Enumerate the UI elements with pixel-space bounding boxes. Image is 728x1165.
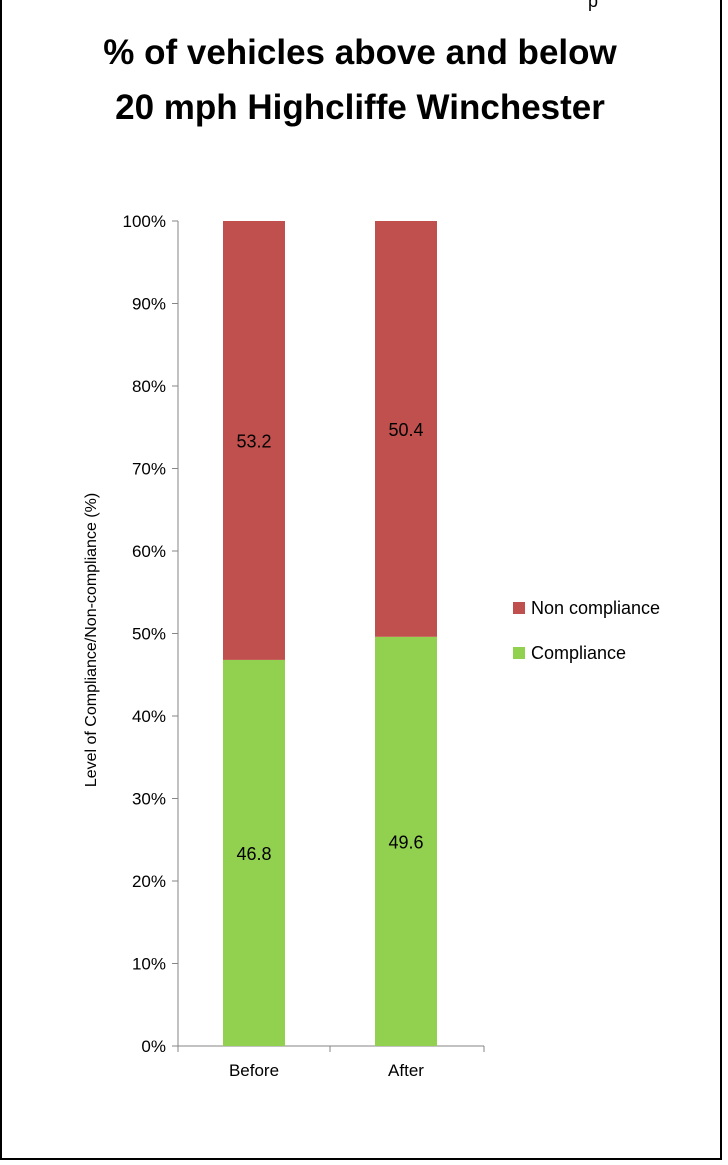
data-label: 50.4 [388, 420, 423, 440]
y-tick-label: 70% [132, 460, 166, 479]
bar-compliance-before [223, 659, 285, 1046]
y-tick-label: 50% [132, 625, 166, 644]
y-tick-label: 10% [132, 955, 166, 974]
bar-non-compliance-after [375, 221, 437, 637]
legend-label: Compliance [531, 643, 626, 663]
y-tick-label: 90% [132, 295, 166, 314]
cut-off-caption: p [588, 0, 599, 11]
y-tick-label: 30% [132, 790, 166, 809]
y-tick-label: 0% [141, 1037, 166, 1056]
y-axis-label: Level of Compliance/Non-compliance (%) [83, 493, 100, 787]
y-tick-label: 40% [132, 707, 166, 726]
bar-compliance-after [375, 636, 437, 1046]
y-tick-label: 100% [123, 212, 166, 231]
y-tick-label: 80% [132, 377, 166, 396]
data-label: 46.8 [236, 844, 271, 864]
y-tick-label: 20% [132, 872, 166, 891]
chart-title-line-1: % of vehicles above and below [103, 33, 617, 72]
legend-label: Non compliance [531, 598, 660, 618]
data-label: 49.6 [388, 832, 423, 852]
bar-non-compliance-before [223, 221, 285, 660]
chart-title-line-2: 20 mph Highcliffe Winchester [115, 88, 605, 127]
y-tick-label: 60% [132, 542, 166, 561]
legend-swatch [513, 602, 525, 614]
x-tick-label: After [388, 1061, 424, 1080]
x-tick-label: Before [229, 1061, 279, 1080]
legend-swatch [513, 647, 525, 659]
data-label: 53.2 [236, 431, 271, 451]
